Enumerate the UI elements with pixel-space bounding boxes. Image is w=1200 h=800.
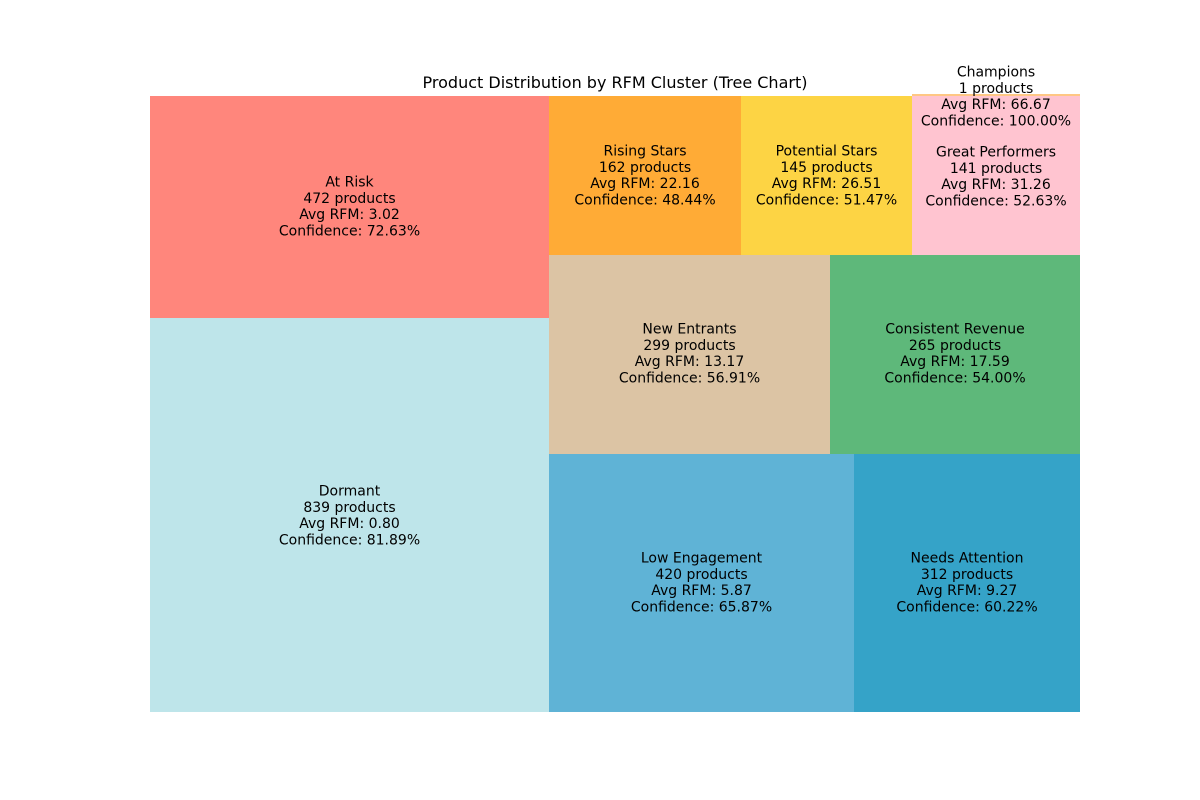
cell-label-line: Confidence: 48.44% (574, 192, 715, 208)
cell-label-new-entrants: New Entrants 299 products Avg RFM: 13.17 Co… (619, 322, 760, 387)
cell-low-engagement (549, 454, 854, 712)
cell-label-line: 1 products (959, 81, 1034, 97)
cell-label-line: New Entrants (642, 322, 736, 338)
cell-champions (912, 94, 1080, 96)
cell-label-line: 299 products (643, 338, 735, 354)
cell-label-needs-attention: Needs Attention 312 products Avg RFM: 9.27… (896, 551, 1037, 616)
cell-label-line: Avg RFM: 0.80 (299, 516, 400, 532)
cell-label-line: Confidence: 52.63% (925, 193, 1066, 209)
cell-label-line: Avg RFM: 13.17 (635, 354, 744, 370)
cell-label-line: Champions (957, 65, 1035, 81)
cell-label-line: Potential Stars (776, 144, 878, 160)
cell-label-line: 145 products (780, 160, 872, 176)
cell-label-line: 162 products (599, 160, 691, 176)
cell-needs-attention (854, 454, 1080, 712)
cell-great-performers (912, 96, 1080, 255)
cell-label-line: Consistent Revenue (885, 322, 1025, 338)
cell-rising-stars (549, 96, 741, 255)
cell-new-entrants (549, 255, 830, 454)
cell-label-line: Avg RFM: 9.27 (917, 583, 1018, 599)
cell-label-line: Dormant (319, 484, 381, 500)
cell-label-consistent-revenue: Consistent Revenue 265 products Avg RFM: 1… (884, 322, 1025, 387)
cell-label-line: Confidence: 81.89% (279, 532, 420, 548)
cell-label-line: Avg RFM: 66.67 (941, 97, 1050, 113)
treemap-labels: Dormant 839 products Avg RFM: 0.80 Confiden… (279, 65, 1071, 616)
cell-label-line: Great Performers (936, 145, 1056, 161)
cell-label-line: 839 products (303, 500, 395, 516)
cell-label-rising-stars: Rising Stars 162 products Avg RFM: 22.16 Co… (574, 144, 715, 209)
cell-label-line: Confidence: 51.47% (756, 192, 897, 208)
cell-label-line: Confidence: 65.87% (631, 599, 772, 615)
cell-consistent-revenue (830, 255, 1080, 454)
cell-label-line: Confidence: 100.00% (921, 113, 1071, 129)
cell-label-great-performers: Great Performers 141 products Avg RFM: 31.… (925, 145, 1066, 210)
cell-potential-stars (741, 96, 912, 255)
cell-label-line: Confidence: 60.22% (896, 599, 1037, 615)
cell-label-line: 312 products (921, 567, 1013, 583)
cell-label-line: 265 products (909, 338, 1001, 354)
cell-label-line: Rising Stars (603, 144, 686, 160)
cell-label-potential-stars: Potential Stars 145 products Avg RFM: 26.5… (756, 144, 897, 209)
cell-label-line: At Risk (325, 175, 374, 191)
cell-label-line: Avg RFM: 31.26 (941, 177, 1051, 193)
chart-title: Product Distribution by RFM Cluster (Tre… (423, 73, 808, 92)
cell-label-champions: Champions 1 products Avg RFM: 66.67 Confide… (921, 65, 1071, 130)
cell-label-line: Confidence: 72.63% (279, 223, 420, 239)
cell-label-line: Avg RFM: 3.02 (299, 207, 400, 223)
cell-label-line: 472 products (303, 191, 395, 207)
cell-label-low-engagement: Low Engagement 420 products Avg RFM: 5.87 C… (631, 551, 772, 616)
cell-label-line: Avg RFM: 26.51 (772, 176, 881, 192)
cell-label-line: Confidence: 56.91% (619, 370, 760, 386)
cell-label-line: 420 products (655, 567, 747, 583)
cell-label-line: Low Engagement (641, 551, 763, 567)
cell-label-line: Avg RFM: 5.87 (651, 583, 752, 599)
cell-label-dormant: Dormant 839 products Avg RFM: 0.80 Confiden… (279, 484, 420, 549)
treemap-cells (150, 94, 1080, 712)
cell-at-risk (150, 96, 549, 318)
cell-label-at-risk: At Risk 472 products Avg RFM: 3.02 Confiden… (279, 175, 420, 240)
cell-label-line: Avg RFM: 22.16 (590, 176, 700, 192)
cell-label-line: Needs Attention (911, 551, 1024, 567)
cell-label-line: 141 products (950, 161, 1042, 177)
cell-label-line: Avg RFM: 17.59 (900, 354, 1009, 370)
cell-dormant (150, 318, 549, 712)
cell-label-line: Confidence: 54.00% (884, 370, 1025, 386)
